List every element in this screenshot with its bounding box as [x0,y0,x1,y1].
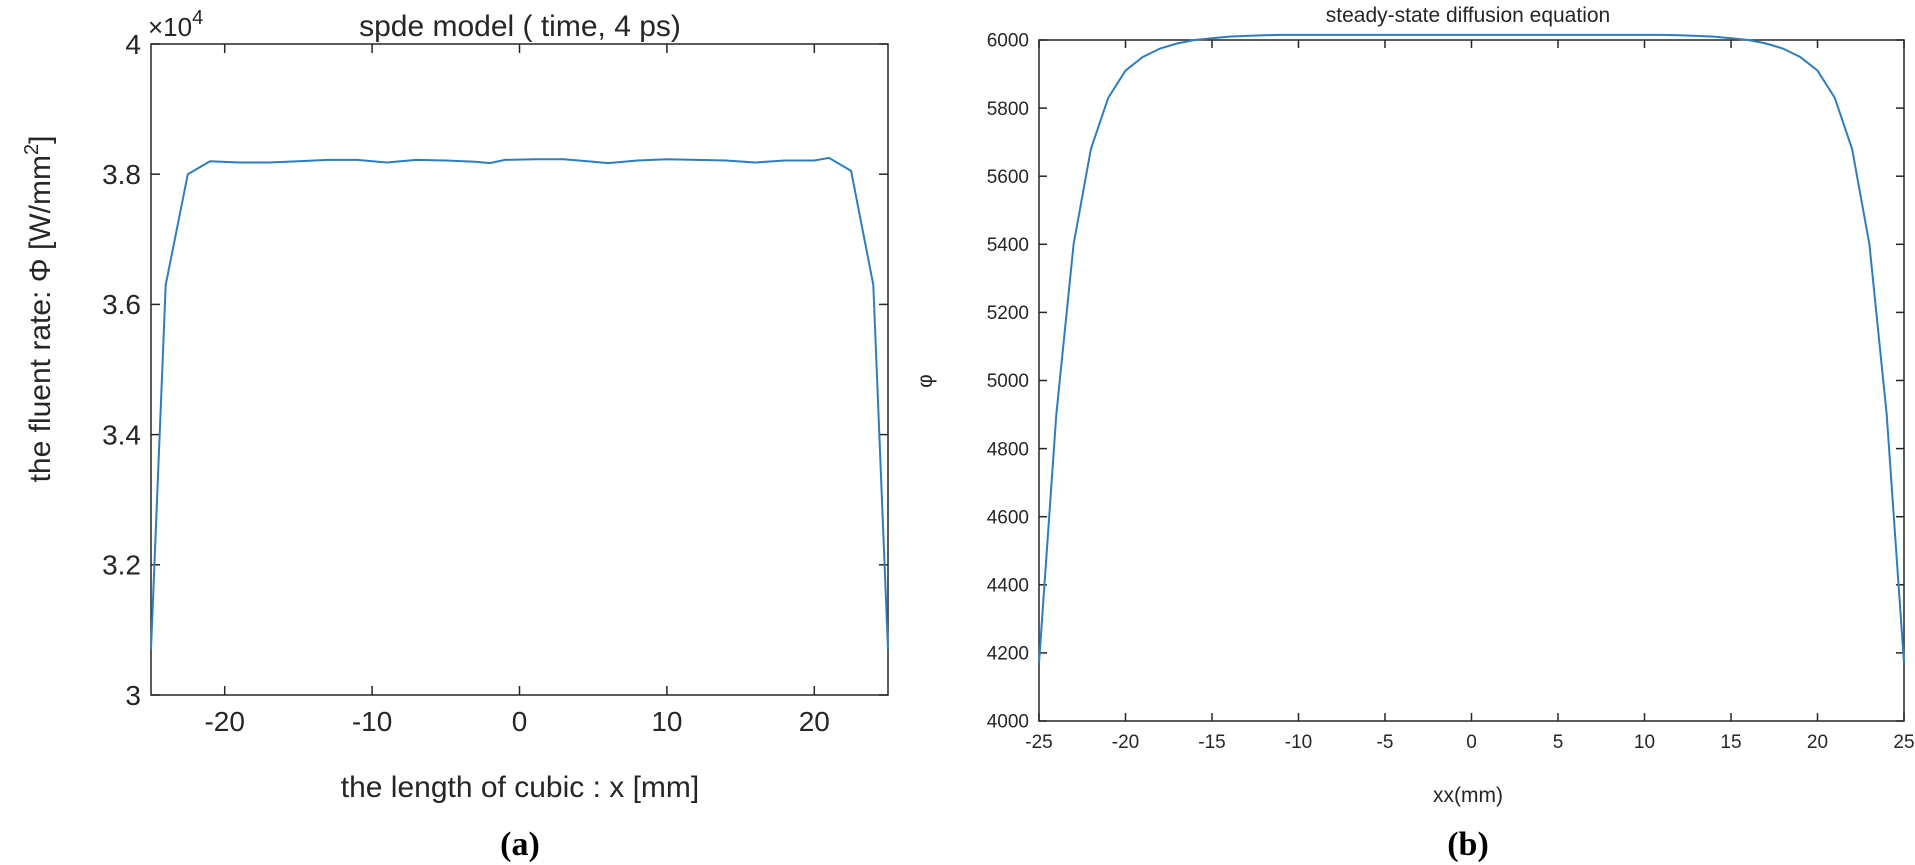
chart-b-xtick-label: 20 [1807,732,1828,753]
chart-a-series-line [150,156,889,650]
chart-a-ylabel-close: ] [24,136,57,144]
chart-b: steady-state diffusion equation φ xx(mm)… [914,4,1915,863]
chart-a-xtick-label: 20 [799,706,830,737]
chart-b-ytick-label: 4800 [987,439,1029,460]
chart-b-xtick-label: -25 [1025,732,1052,753]
chart-b-ytick-label: 5600 [987,167,1029,188]
chart-b-xtick-label: 5 [1553,732,1564,753]
chart-b-xtick-label: -20 [1112,732,1139,753]
chart-a-xtick-label: 10 [651,706,682,737]
chart-b-xtick-label: 25 [1893,732,1914,753]
chart-a-exponent: ×104 [148,7,203,42]
chart-a-xtick-label: 0 [512,706,528,737]
chart-a-ylabel-main: the fluent rate: Φ [W/mm [24,155,57,482]
chart-b-xtick-label: 15 [1720,732,1741,753]
chart-b-ytick-label: 5200 [987,303,1029,324]
chart-b-ytick-label: 4000 [987,712,1029,733]
chart-b-xtick-label: -10 [1285,732,1312,753]
chart-a-ytick-label: 3.8 [102,159,141,190]
chart-b-axes-box [1038,39,1905,722]
chart-b-title: steady-state diffusion equation [1326,4,1610,27]
chart-a-axes-box [150,43,889,696]
chart-a-xlabel: the length of cubic : x [mm] [341,771,700,804]
chart-b-xtick-label: -15 [1198,732,1225,753]
chart-b-ytick-label: 4400 [987,575,1029,596]
chart-a-ytick-label: 3.4 [102,419,141,450]
chart-a-ylabel: the fluent rate: Φ [W/mm2] [21,136,57,483]
chart-a-xtick-label: -10 [352,706,392,737]
chart-b-ytick-label: 5400 [987,235,1029,256]
chart-a-xtick-label: -20 [204,706,244,737]
chart-b-ytick-label: 4200 [987,644,1029,665]
chart-a-panel-label: (a) [500,826,540,863]
chart-b-xlabel: xx(mm) [1433,784,1503,807]
chart-b-ytick-label: 5800 [987,99,1029,120]
chart-b-xtick-label: 0 [1466,732,1477,753]
chart-b-xtick-label: 10 [1634,732,1655,753]
chart-b-panel-label: (b) [1447,826,1489,863]
chart-a-ytick-label: 3.2 [102,550,141,581]
chart-a-exponent-base: ×10 [148,12,192,42]
chart-a-ytick-label: 4 [125,29,141,60]
chart-a-ylabel-sup: 2 [21,144,43,155]
chart-b-ytick-label: 5000 [987,371,1029,392]
chart-b-ylabel: φ [914,374,937,388]
chart-b-xtick-label: -5 [1377,732,1394,753]
chart-a: spde model ( time, 4 ps) ×104 the fluent… [21,7,889,863]
chart-a-title: spde model ( time, 4 ps) [359,10,681,43]
chart-b-ytick-label: 6000 [987,31,1029,52]
chart-a-exponent-power: 4 [192,7,203,29]
chart-b-ytick-label: 4600 [987,507,1029,528]
chart-a-ytick-label: 3.6 [102,289,141,320]
chart-b-series-line [1038,33,1905,664]
chart-a-ytick-label: 3 [125,680,141,711]
